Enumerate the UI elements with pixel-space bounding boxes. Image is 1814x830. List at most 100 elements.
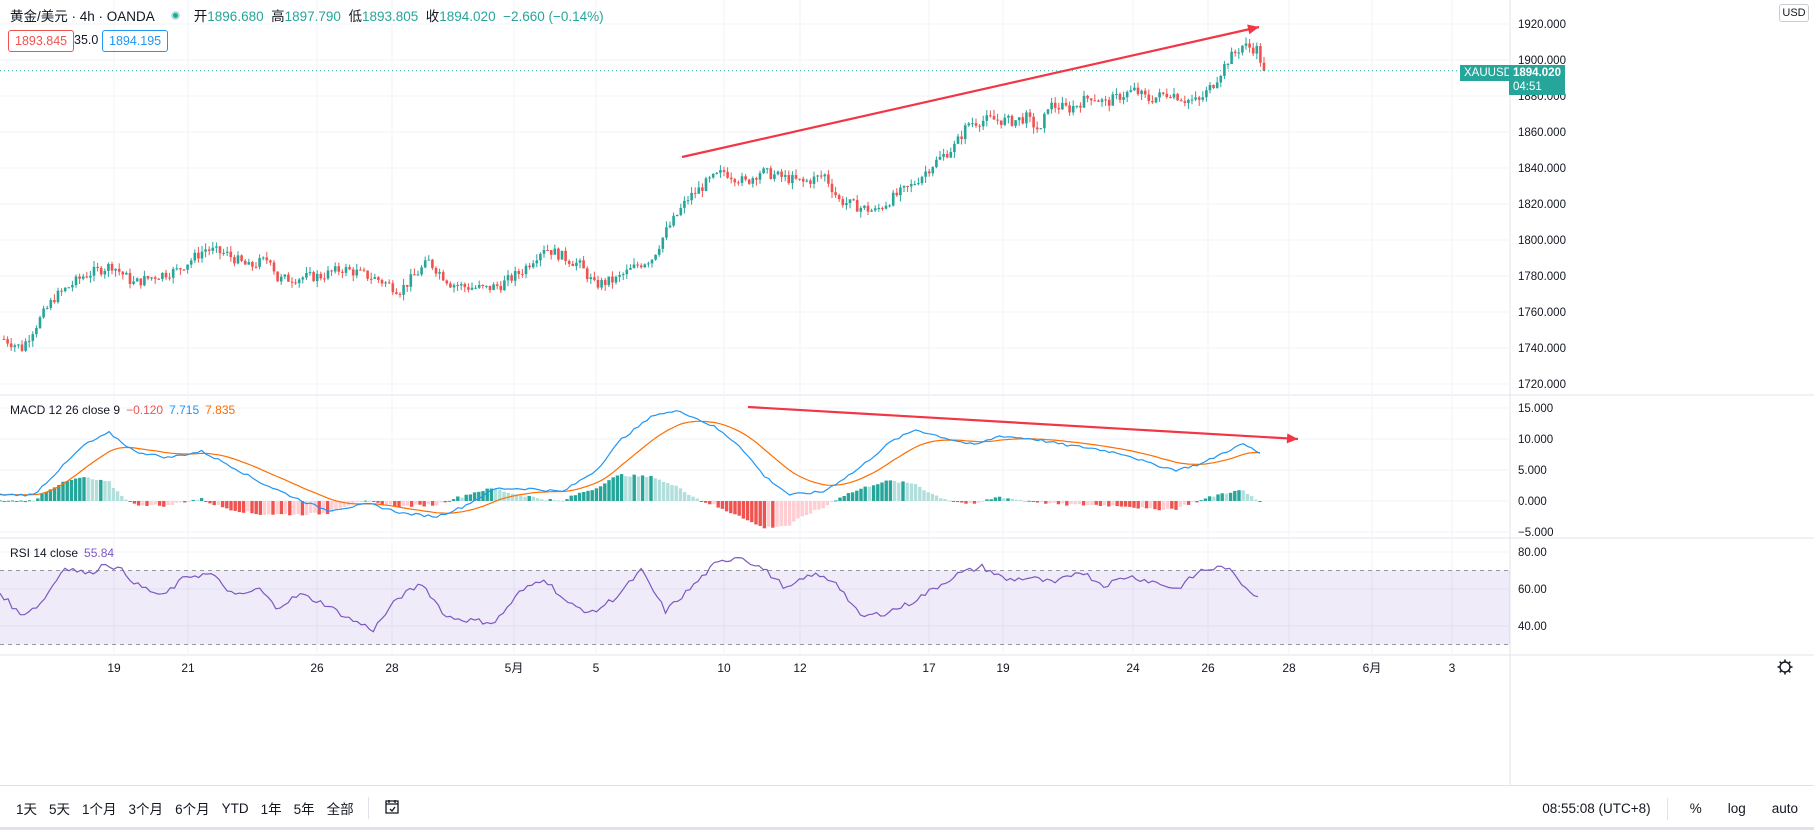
candle-body xyxy=(1129,90,1133,92)
time-tick-label: 5 xyxy=(593,661,600,675)
candle-body xyxy=(830,183,834,193)
candle-body xyxy=(690,192,693,201)
macd-histogram-bar xyxy=(1010,498,1014,501)
range-button[interactable]: 全部 xyxy=(326,802,354,817)
range-button[interactable]: 3个月 xyxy=(128,802,164,817)
chart-canvas[interactable]: 1920.0001900.0001880.0001860.0001840.000… xyxy=(0,0,1814,785)
macd-histogram-bar xyxy=(157,501,162,506)
candle-body xyxy=(1165,93,1169,98)
macd-histogram-bar xyxy=(1081,501,1086,506)
candle-body xyxy=(1143,90,1147,95)
auto-scale-button[interactable]: auto xyxy=(1771,801,1798,816)
candle-body xyxy=(704,178,708,191)
candle-body xyxy=(985,115,989,121)
rsi-label[interactable]: RSI 14 close xyxy=(10,546,79,560)
candle-body xyxy=(589,277,593,280)
candle-body xyxy=(668,225,672,228)
macd-histogram-bar xyxy=(397,501,401,508)
macd-histogram-bar xyxy=(90,479,95,501)
macd-histogram-bar xyxy=(1060,501,1065,504)
candle-body xyxy=(618,274,621,277)
macd-histogram-bar xyxy=(388,501,393,505)
candle-body xyxy=(1053,102,1057,108)
candle-body xyxy=(168,277,171,279)
candle-body xyxy=(629,267,632,270)
macd-histogram-bar xyxy=(544,500,548,502)
candle-body xyxy=(726,171,729,178)
macd-histogram-bar xyxy=(199,498,204,501)
macd-histogram-bar xyxy=(762,501,767,529)
range-button[interactable]: YTD xyxy=(221,800,249,816)
macd-histogram-bar xyxy=(52,487,57,501)
range-button[interactable]: 1个月 xyxy=(82,802,117,817)
macd-histogram-bar xyxy=(800,501,804,517)
macd-histogram-bar xyxy=(846,493,851,501)
range-button[interactable]: 6个月 xyxy=(175,802,210,817)
currency-button[interactable]: USD xyxy=(1779,4,1809,22)
candle-body xyxy=(20,344,24,351)
candle-body xyxy=(621,274,625,276)
macd-histogram-bar xyxy=(1102,501,1107,506)
candle-body xyxy=(711,173,715,178)
candle-body xyxy=(143,276,146,286)
macd-histogram-bar xyxy=(972,501,977,504)
macd-histogram-bar xyxy=(195,499,200,501)
percent-scale-button[interactable]: % xyxy=(1689,801,1702,816)
clock-timezone[interactable]: 08:55:08 (UTC+8) xyxy=(1542,801,1651,816)
goto-date-icon[interactable] xyxy=(377,796,407,821)
macd-histogram-bar xyxy=(418,501,422,505)
chart-settings-icon[interactable] xyxy=(1777,659,1793,675)
candle-body xyxy=(542,250,546,254)
trendline-drawings[interactable] xyxy=(681,24,1299,444)
candle-body xyxy=(614,276,618,283)
macd-histogram-bar xyxy=(981,501,985,502)
candle-body xyxy=(593,277,596,280)
range-button[interactable]: 5天 xyxy=(49,802,71,817)
macd-histogram-bar xyxy=(985,499,989,501)
macd-histogram-bar xyxy=(682,492,687,501)
candle-body xyxy=(873,208,877,211)
range-button[interactable]: 1天 xyxy=(16,802,38,817)
macd-histogram-bar xyxy=(468,494,473,501)
macd-histogram-bar xyxy=(1006,498,1010,501)
macd-histogram-bar xyxy=(225,501,229,509)
macd-histogram-bar xyxy=(1195,501,1199,503)
macd-histogram-bar xyxy=(523,496,527,501)
symbol-title[interactable]: 黄金/美元 · 4h · OANDA xyxy=(10,9,155,24)
candle-body xyxy=(258,258,261,267)
macd-histogram-bar xyxy=(229,501,233,511)
candle-body xyxy=(625,269,629,275)
log-scale-button[interactable]: log xyxy=(1727,801,1746,816)
macd-label[interactable]: MACD 12 26 close 9 xyxy=(10,403,121,417)
candle-body xyxy=(488,285,492,291)
candle-body xyxy=(1086,95,1089,99)
macd-histogram-bar xyxy=(1203,498,1208,501)
candle-body xyxy=(53,300,56,303)
macd-histogram-bar xyxy=(632,474,636,501)
macd-histogram-bar xyxy=(720,501,725,509)
sell-button[interactable]: 1893.845 xyxy=(8,30,75,52)
candle-body xyxy=(312,272,315,282)
buy-button[interactable]: 1894.195 xyxy=(102,30,169,52)
macd-histogram-bar xyxy=(565,499,569,501)
macd-histogram-bar xyxy=(745,501,750,521)
candle-body xyxy=(1262,62,1266,71)
range-button[interactable]: 1年 xyxy=(260,802,282,817)
candle-body xyxy=(675,214,679,216)
candle-body xyxy=(485,285,488,287)
macd-line xyxy=(0,410,1261,518)
range-button[interactable]: 5年 xyxy=(293,802,315,817)
macd-histogram-bar xyxy=(687,494,691,501)
macd-histogram-bar xyxy=(254,501,258,515)
candle-body xyxy=(578,260,582,263)
time-tick-label: 28 xyxy=(1282,661,1296,675)
candle-body xyxy=(805,180,809,182)
candle-body xyxy=(413,274,416,276)
macd-histogram-bar xyxy=(653,478,657,501)
macd-histogram-bar xyxy=(1191,501,1195,503)
candle-body xyxy=(737,182,740,184)
macd-histogram-bar xyxy=(384,501,389,505)
candle-body xyxy=(71,285,74,288)
candle-body xyxy=(1097,100,1100,102)
macd-histogram-bar xyxy=(1182,501,1187,505)
